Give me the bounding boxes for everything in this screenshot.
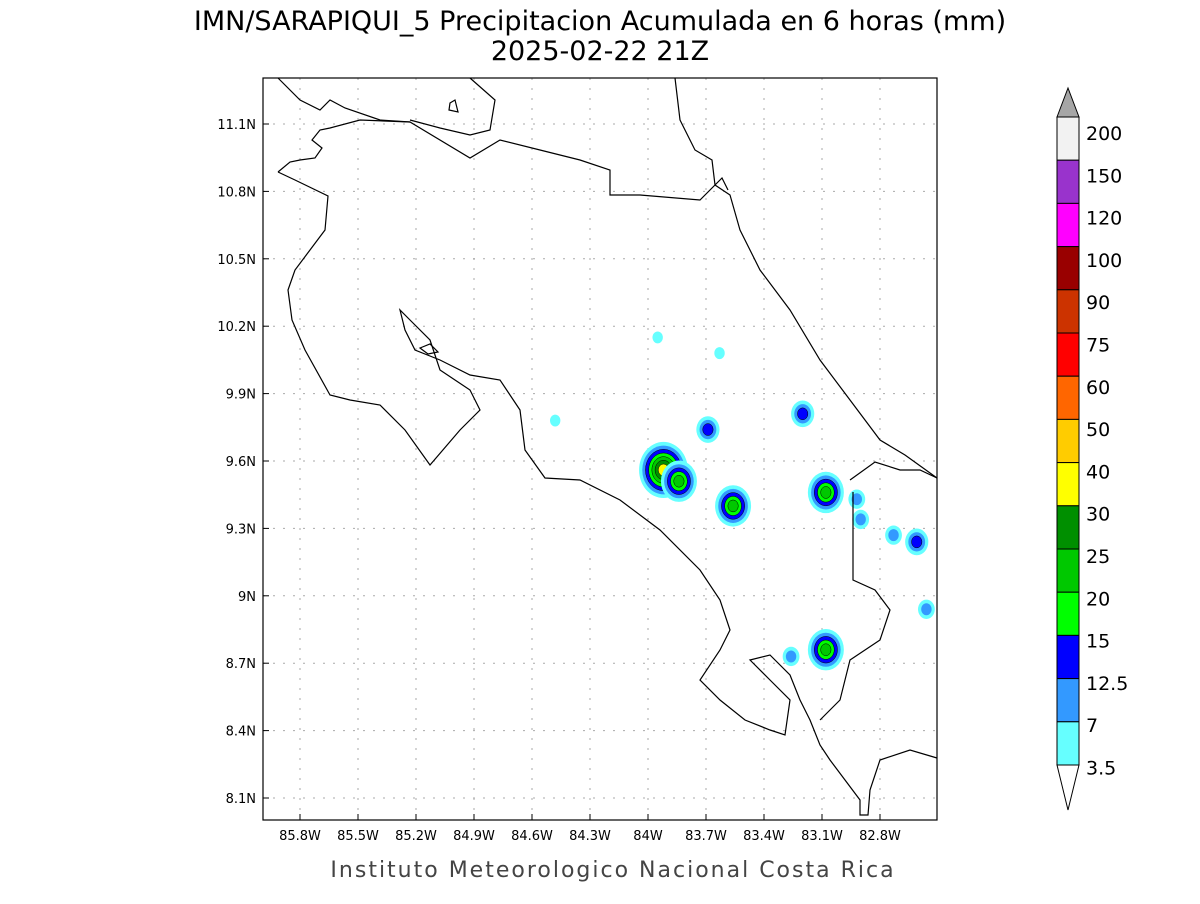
colorbar-box [1056,721,1080,766]
precip-contour [785,650,797,663]
lat-tick-label: 8.1N [226,792,256,807]
colorbar-label: 15 [1086,631,1110,653]
colorbar-label: 60 [1086,377,1110,399]
coastlines [277,77,938,816]
colorbar-label: 100 [1086,250,1122,272]
northern-border [277,119,729,201]
colorbar-box [1056,332,1080,377]
map-subtitle: 2025-02-22 21Z [491,36,709,67]
precip-contour [673,474,685,488]
panama-border-2 [819,492,891,721]
lat-tick-label: 9N [238,590,256,605]
precip-contour [911,535,923,549]
precip-contour [652,331,663,344]
colorbar-label: 30 [1086,504,1110,526]
colorbar-label: 50 [1086,419,1110,441]
precip-contour [921,603,932,616]
caribbean-coast [674,77,938,479]
lat-tick-label: 9.3N [226,522,256,537]
lon-tick-label: 85.5W [337,829,379,844]
lake-shore-2 [409,77,496,136]
colorbar-label: 120 [1086,208,1122,230]
colorbar-label: 200 [1086,123,1122,145]
precip-contour [855,513,866,526]
colorbar-under-arrow [1056,764,1080,811]
colorbar-box [1056,375,1080,420]
precip-contour [820,643,832,656]
precip-cells [550,331,935,671]
precip-contour [820,486,832,499]
precip-contour [702,423,714,436]
precip-contour [550,414,561,427]
precip-contour [797,407,809,421]
lat-tick-label: 11.1N [217,118,256,133]
pacific-coast [277,171,938,816]
lon-tick-label: 83.7W [685,829,727,844]
lat-tick-label: 10.8N [217,185,256,200]
lat-tick-label: 9.6N [226,455,256,470]
lat-tick-label: 10.5N [217,253,256,268]
colorbar-box [1056,678,1080,723]
colorbar-box [1056,505,1080,550]
colorbar-box [1056,591,1080,636]
colorbar-box [1056,202,1080,248]
colorbar-box [1056,289,1080,334]
lon-tick-label: 84W [633,829,663,844]
precip-contour [727,499,739,513]
lat-tick-label: 8.7N [226,657,256,672]
colorbar: 200 150 120 100 90 75 60 50 40 30 25 20 15 12.5 7 3.5 [1056,86,1128,811]
colorbar-box [1056,462,1080,507]
colorbar-over-arrow [1056,86,1080,118]
lon-tick-label: 83.1W [801,829,843,844]
lon-tick-label: 84.6W [511,829,553,844]
lake-shore [277,77,411,123]
footer-credit: Instituto Meteorologico Nacional Costa R… [330,858,895,883]
lon-tick-label: 84.3W [569,829,611,844]
lat-tick-label: 10.2N [217,320,256,335]
colorbar-label: 25 [1086,546,1110,568]
axes-labels: 85.8W 85.5W 85.2W 84.9W 84.6W 84.3W 84W 83.7W 83… [217,118,901,844]
gulf-island [418,343,440,355]
gridlines [263,78,937,820]
lat-tick-label: 8.4N [226,725,256,740]
colorbar-label: 75 [1086,335,1110,357]
panama-border [849,461,938,481]
colorbar-box [1056,418,1080,464]
map-frame [262,77,938,821]
colorbar-label: 20 [1086,588,1110,610]
colorbar-box [1056,634,1080,680]
colorbar-label: 3.5 [1086,758,1116,780]
lon-tick-label: 83.4W [743,829,785,844]
colorbar-box [1056,116,1080,161]
colorbar-label: 40 [1086,461,1110,483]
island [448,99,459,113]
map-title: IMN/SARAPIQUI_5 Precipitacion Acumulada … [194,6,1006,37]
colorbar-label: 150 [1086,165,1122,187]
lon-tick-label: 82.8W [859,829,901,844]
colorbar-label: 12.5 [1086,673,1128,695]
precip-contour [851,493,862,506]
lat-tick-label: 9.9N [226,388,256,403]
lon-tick-label: 85.2W [395,829,437,844]
precip-contour [714,347,725,360]
colorbar-box [1056,159,1080,204]
colorbar-box [1056,246,1080,291]
colorbar-box [1056,548,1080,593]
lon-tick-label: 85.8W [279,829,321,844]
colorbar-label: 7 [1086,715,1098,737]
colorbar-label: 90 [1086,292,1110,314]
lon-tick-label: 84.9W [453,829,495,844]
precip-contour [888,529,899,542]
